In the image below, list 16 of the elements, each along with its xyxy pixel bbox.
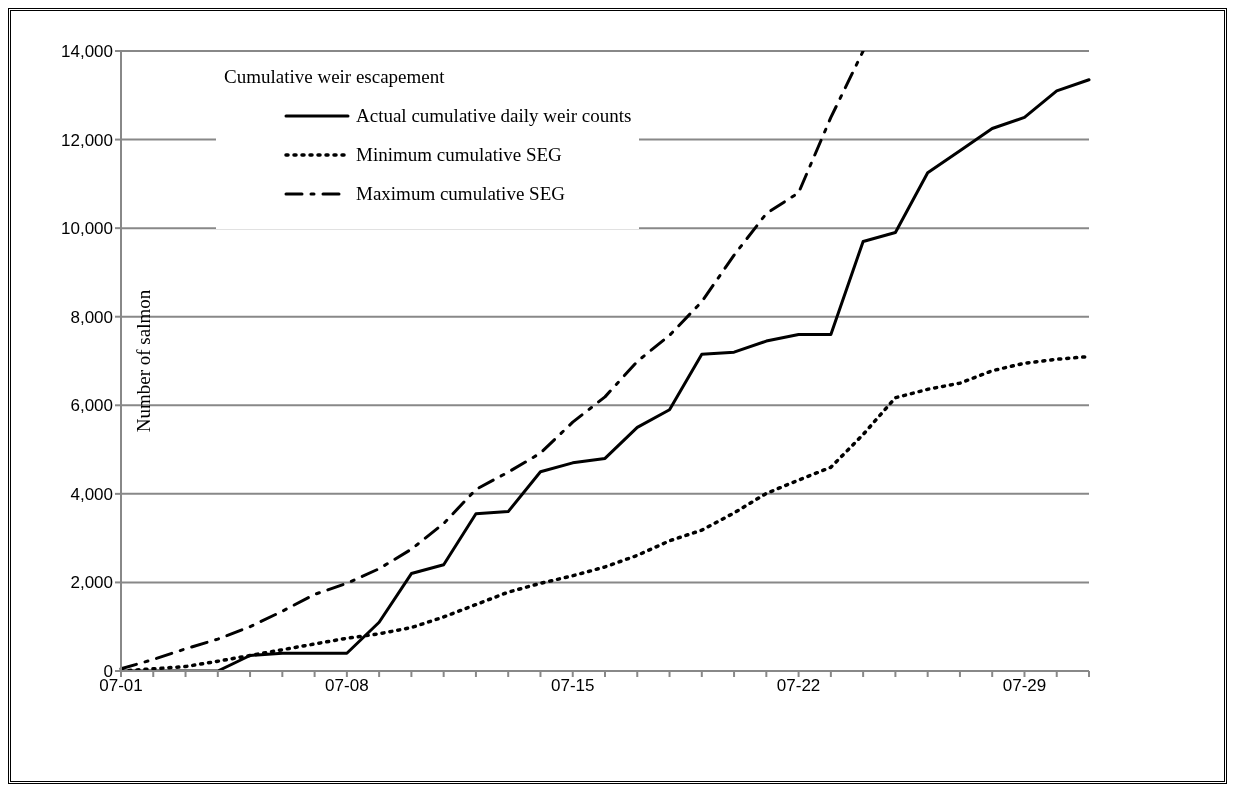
y-axis-title: Number of salmon — [132, 289, 154, 433]
x-tick-label: 07-15 — [550, 676, 595, 696]
y-tick-label: 6,000 — [70, 396, 113, 416]
x-tick-label: 07-08 — [325, 676, 369, 696]
x-tick-label: 07-22 — [776, 676, 821, 696]
y-tick-label: 14,000 — [61, 42, 113, 62]
y-tick-label: 8,000 — [70, 307, 113, 327]
legend-title: Cumulative weir escapement — [224, 65, 446, 88]
x-tick-label: 07-29 — [1002, 676, 1047, 696]
y-tick-label: 2,000 — [70, 573, 113, 593]
y-tick-label: 12,000 — [61, 130, 113, 150]
legend-label: Actual cumulative daily weir counts — [356, 104, 632, 127]
legend-label: Minimum cumulative SEG — [356, 143, 562, 166]
legend-label: Maximum cumulative SEG — [356, 182, 565, 205]
y-tick-label: 10,000 — [61, 219, 113, 239]
y-tick-label: 4,000 — [70, 484, 113, 504]
